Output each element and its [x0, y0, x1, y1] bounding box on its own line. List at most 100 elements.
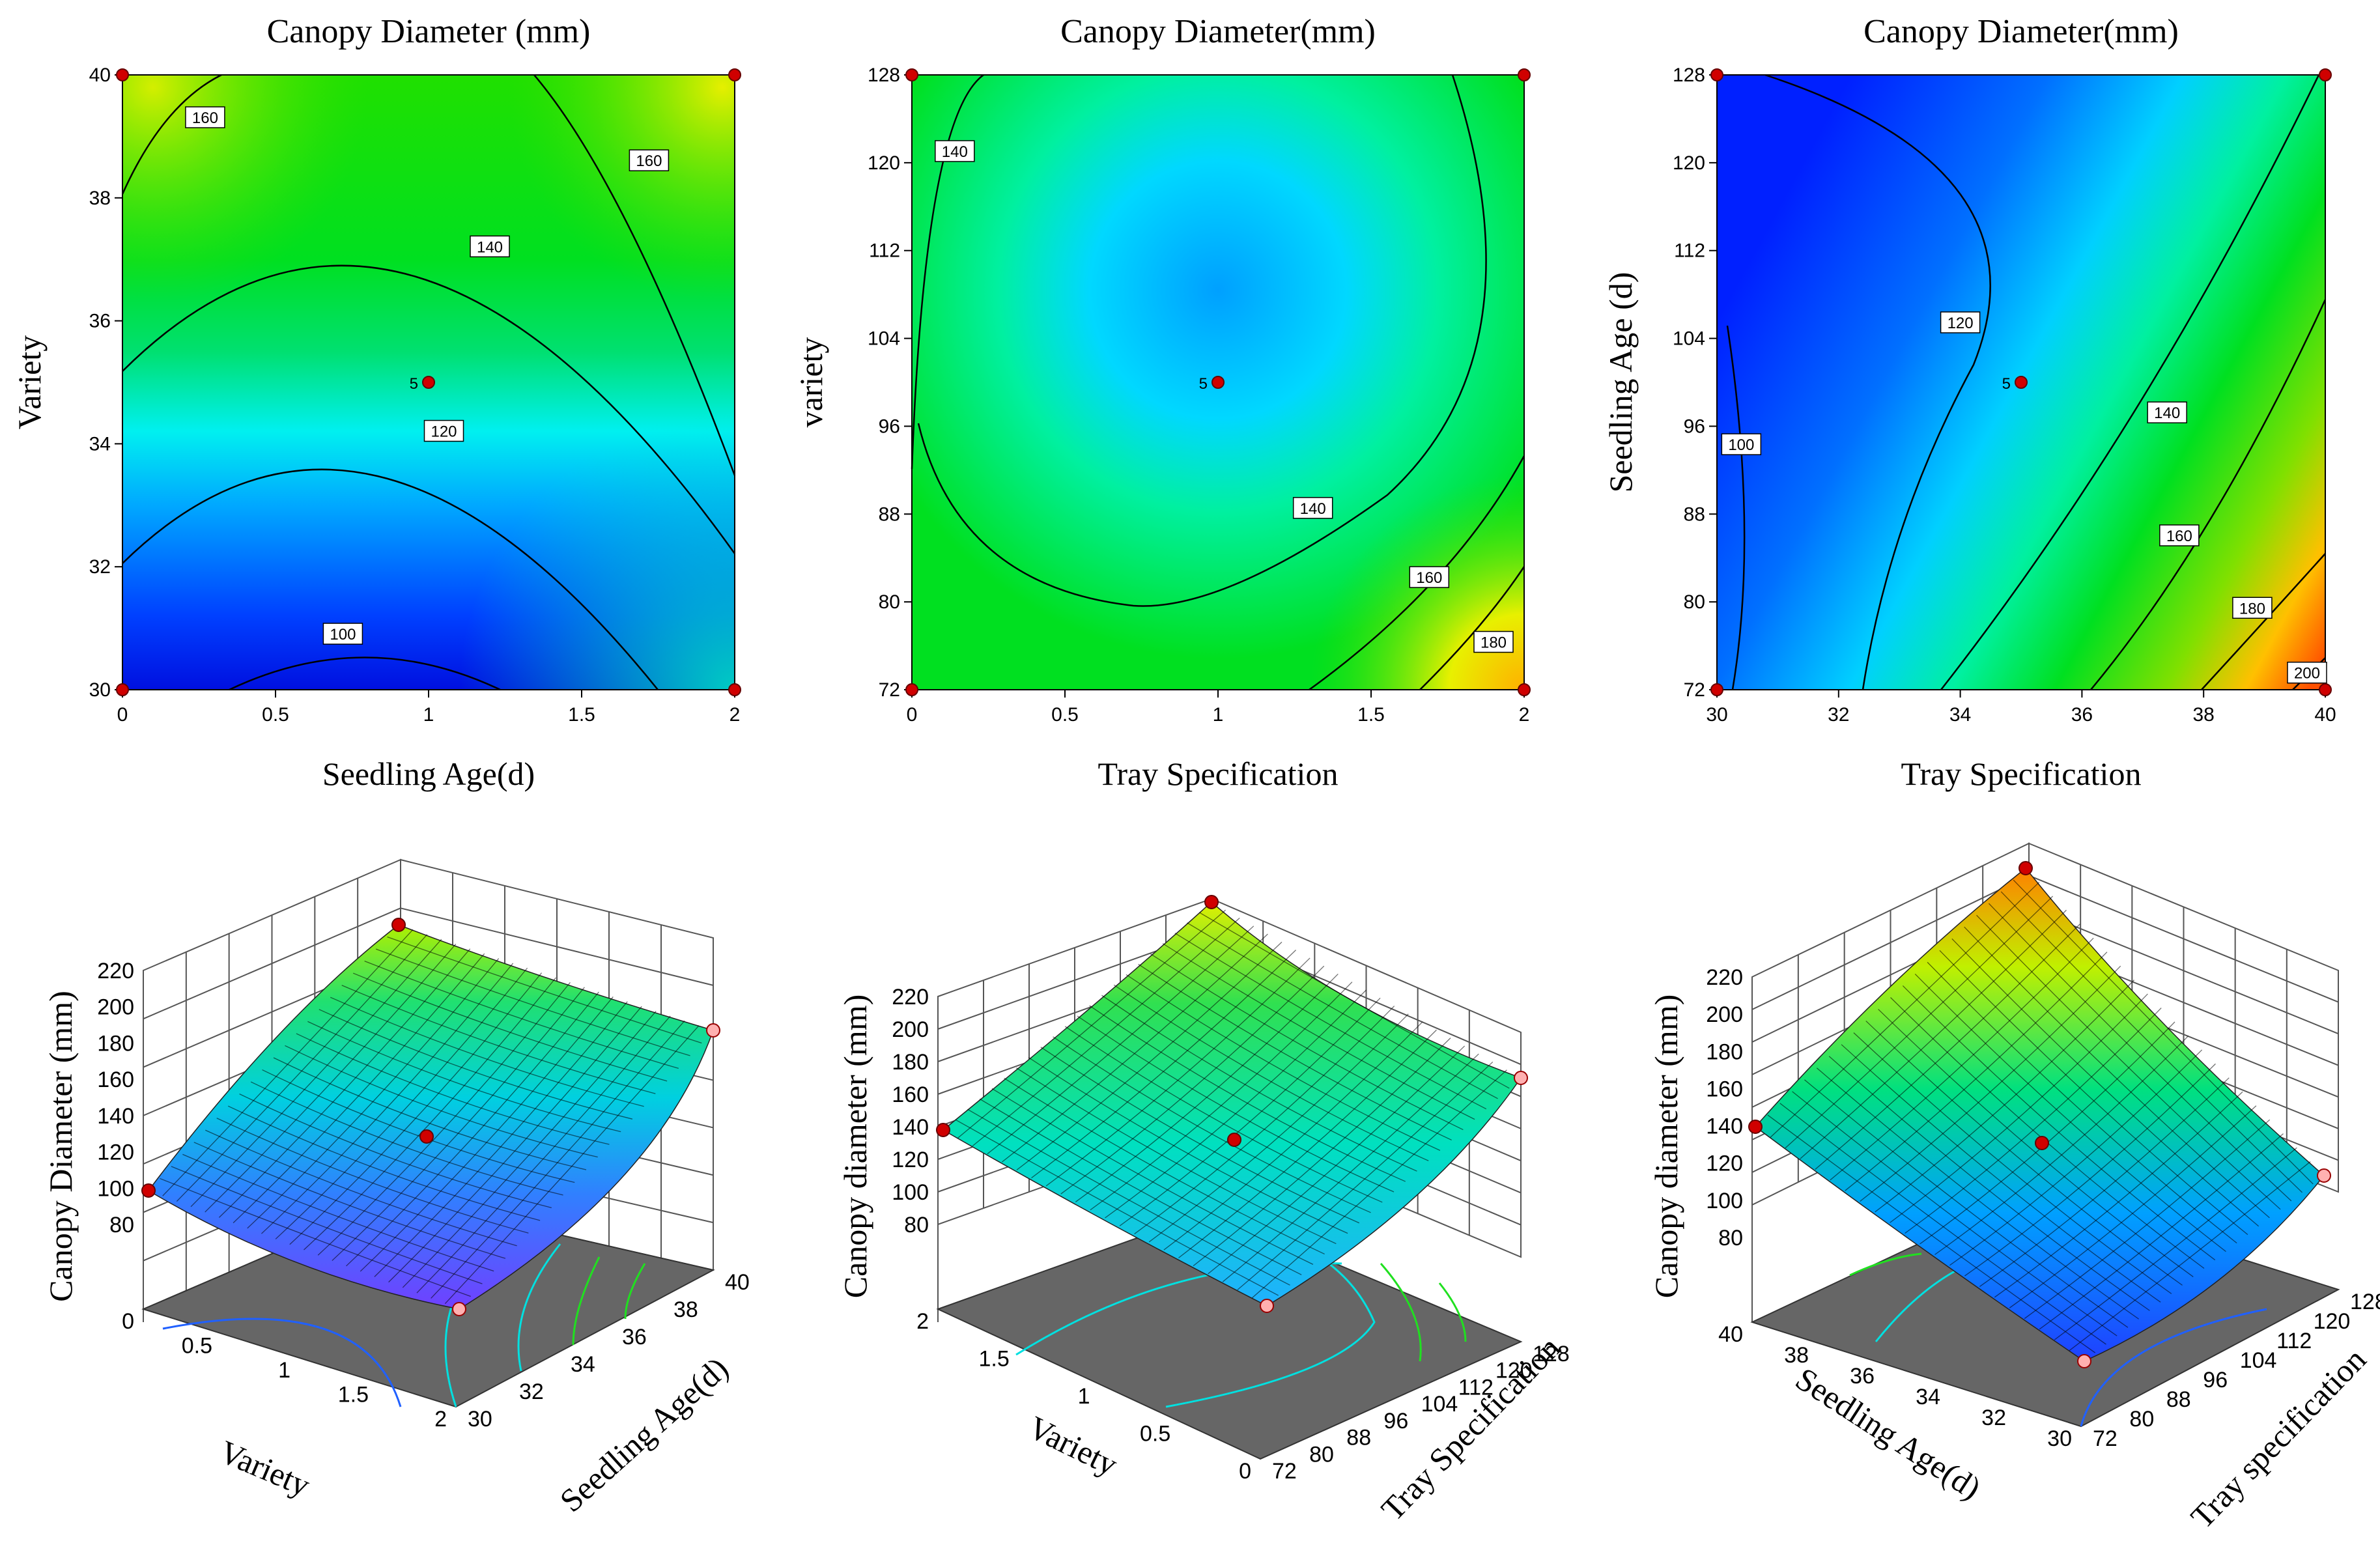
mesh-line [1150, 954, 1464, 1131]
contour-labels: 100 120 140 160 180 200 [1721, 311, 2327, 684]
mesh-line [1178, 1029, 1437, 1258]
design-point [728, 683, 741, 696]
mesh-line [1902, 985, 2216, 1261]
center-point-label: 5 [410, 375, 418, 393]
x-tick-label: 1.5 [338, 1383, 369, 1407]
y-tick-label: 120 [1673, 152, 1705, 174]
mesh-line [374, 1001, 628, 1277]
x-tick-label: 40 [2314, 704, 2336, 726]
mesh-line [1198, 912, 1510, 1089]
design-point [2015, 376, 2028, 389]
contour-label: 140 [1292, 497, 1333, 519]
y-tick-label: 80 [2129, 1407, 2154, 1432]
x-axis-label: Tray Specification [1098, 756, 1339, 792]
z-tick-label: 80 [904, 1213, 929, 1237]
svg-text:140: 140 [2154, 404, 2180, 422]
z-tick-label: 220 [1706, 965, 1743, 990]
design-point [905, 683, 918, 696]
mesh-line [1134, 1006, 1395, 1235]
z-tick-label: 140 [97, 1104, 134, 1129]
mesh-line [360, 996, 614, 1272]
y-axis-label: Variety [11, 335, 48, 429]
y-tick-label: 104 [1421, 1392, 1458, 1417]
floor [936, 1210, 1523, 1460]
design-point [1518, 68, 1531, 81]
x-tick-label: 1.5 [1357, 704, 1385, 726]
mesh-line [1237, 1061, 1494, 1290]
response-surface [1754, 867, 2325, 1362]
svg-text:160: 160 [1416, 569, 1442, 587]
mesh-line [1187, 922, 1498, 1099]
y-tick-label: 30 [89, 679, 111, 701]
contour-label: 160 [2159, 524, 2200, 546]
contour-lines [121, 74, 736, 691]
x-tick-label: 34 [1949, 704, 1971, 726]
y-tick-label: 112 [869, 240, 900, 262]
y-tick-label: 128 [1533, 1342, 1570, 1366]
mesh-line [402, 1011, 657, 1288]
z-tick-label: 100 [1706, 1189, 1743, 1213]
mesh-line [1914, 973, 2226, 1252]
x-tick-label: 36 [2071, 704, 2093, 726]
floor-contours [162, 1243, 646, 1407]
contour-label: 140 [2147, 401, 2187, 423]
y-tick-label: 96 [879, 416, 900, 437]
z-tick-label: 180 [97, 1031, 134, 1056]
mesh-line [2013, 879, 2314, 1185]
z-tick-label: 120 [1706, 1151, 1743, 1176]
z-tick-label: 180 [1706, 1039, 1743, 1064]
z-tick-label: 220 [97, 959, 134, 983]
mesh-line [388, 1006, 642, 1283]
y-tick-label: 36 [89, 311, 111, 332]
mesh-line [1976, 914, 2281, 1210]
x-tick-label: 1 [1213, 704, 1224, 726]
x-axis-label: Tray Specification [1901, 756, 2142, 792]
y-tick-label: 80 [879, 591, 900, 613]
design-point [116, 683, 129, 696]
mesh-line [1792, 1091, 2118, 1336]
y-tick-label: 104 [1673, 328, 1705, 350]
mesh-line [1222, 1053, 1479, 1282]
design-point [116, 68, 129, 81]
y-tick-label: 88 [2166, 1387, 2191, 1412]
z-axis-label: Canopy Diameter (mm) [42, 991, 79, 1302]
x-tick-label: 0.5 [1140, 1422, 1170, 1447]
mesh-line [444, 1025, 700, 1305]
mesh-line [1001, 933, 1268, 1163]
y-tick-label: 72 [879, 679, 900, 701]
surface-plot-2: 80 100 120 140 160 180 200 220 2 1.5 1 0.5 0 72 80 88 96… [837, 895, 1570, 1527]
z-tick-label: 80 [1718, 1226, 1743, 1250]
x-tick-label: 38 [1784, 1343, 1809, 1368]
x-tick-label: 0.5 [1051, 704, 1079, 726]
surface-plot-3: 80 100 120 140 160 180 200 220 40 38 36 34 32 30 72 80 8… [1648, 842, 2380, 1535]
z-tick-label: 220 [892, 985, 929, 1010]
z-tick-label: 200 [1706, 1002, 1743, 1027]
contour-label: 140 [470, 235, 510, 258]
mesh-line [1994, 1091, 2243, 1298]
axis-ticks: 80 100 120 140 160 180 200 220 0 0.5 1 1.5 2 30 32 34 36… [97, 959, 750, 1432]
mesh-line [1089, 1005, 1406, 1182]
plot-frame [1716, 74, 2326, 690]
svg-text:120: 120 [431, 423, 457, 441]
mesh-line [2000, 891, 2303, 1193]
mesh-line [218, 948, 471, 1218]
z-tick-label: 140 [892, 1115, 929, 1140]
mesh-line [1126, 974, 1441, 1151]
svg-text:180: 180 [2239, 600, 2265, 617]
mesh-line [1101, 995, 1417, 1172]
x-tick-label: 0.5 [182, 1334, 212, 1359]
y-tick-label: 72 [2093, 1426, 2118, 1451]
z-axis-label: Canopy diameter (mm) [1648, 995, 1684, 1299]
y-tick-label: 128 [1673, 64, 1705, 86]
z-tick-label: 140 [1706, 1114, 1743, 1139]
y-tick-label: 88 [1684, 503, 1705, 525]
mesh-line [1939, 950, 2248, 1236]
z-tick-label: 120 [97, 1140, 134, 1165]
y-tick-label: 40 [89, 64, 111, 86]
contour-label: 140 [935, 140, 975, 162]
mesh-line [979, 1098, 1302, 1275]
mesh-line [2069, 1161, 2311, 1351]
contour-plot-1: Canopy Diameter (mm) Seedling Age(d) Var… [11, 13, 741, 792]
y-tick-label: 32 [519, 1379, 544, 1404]
mesh-line [1964, 1063, 2216, 1277]
